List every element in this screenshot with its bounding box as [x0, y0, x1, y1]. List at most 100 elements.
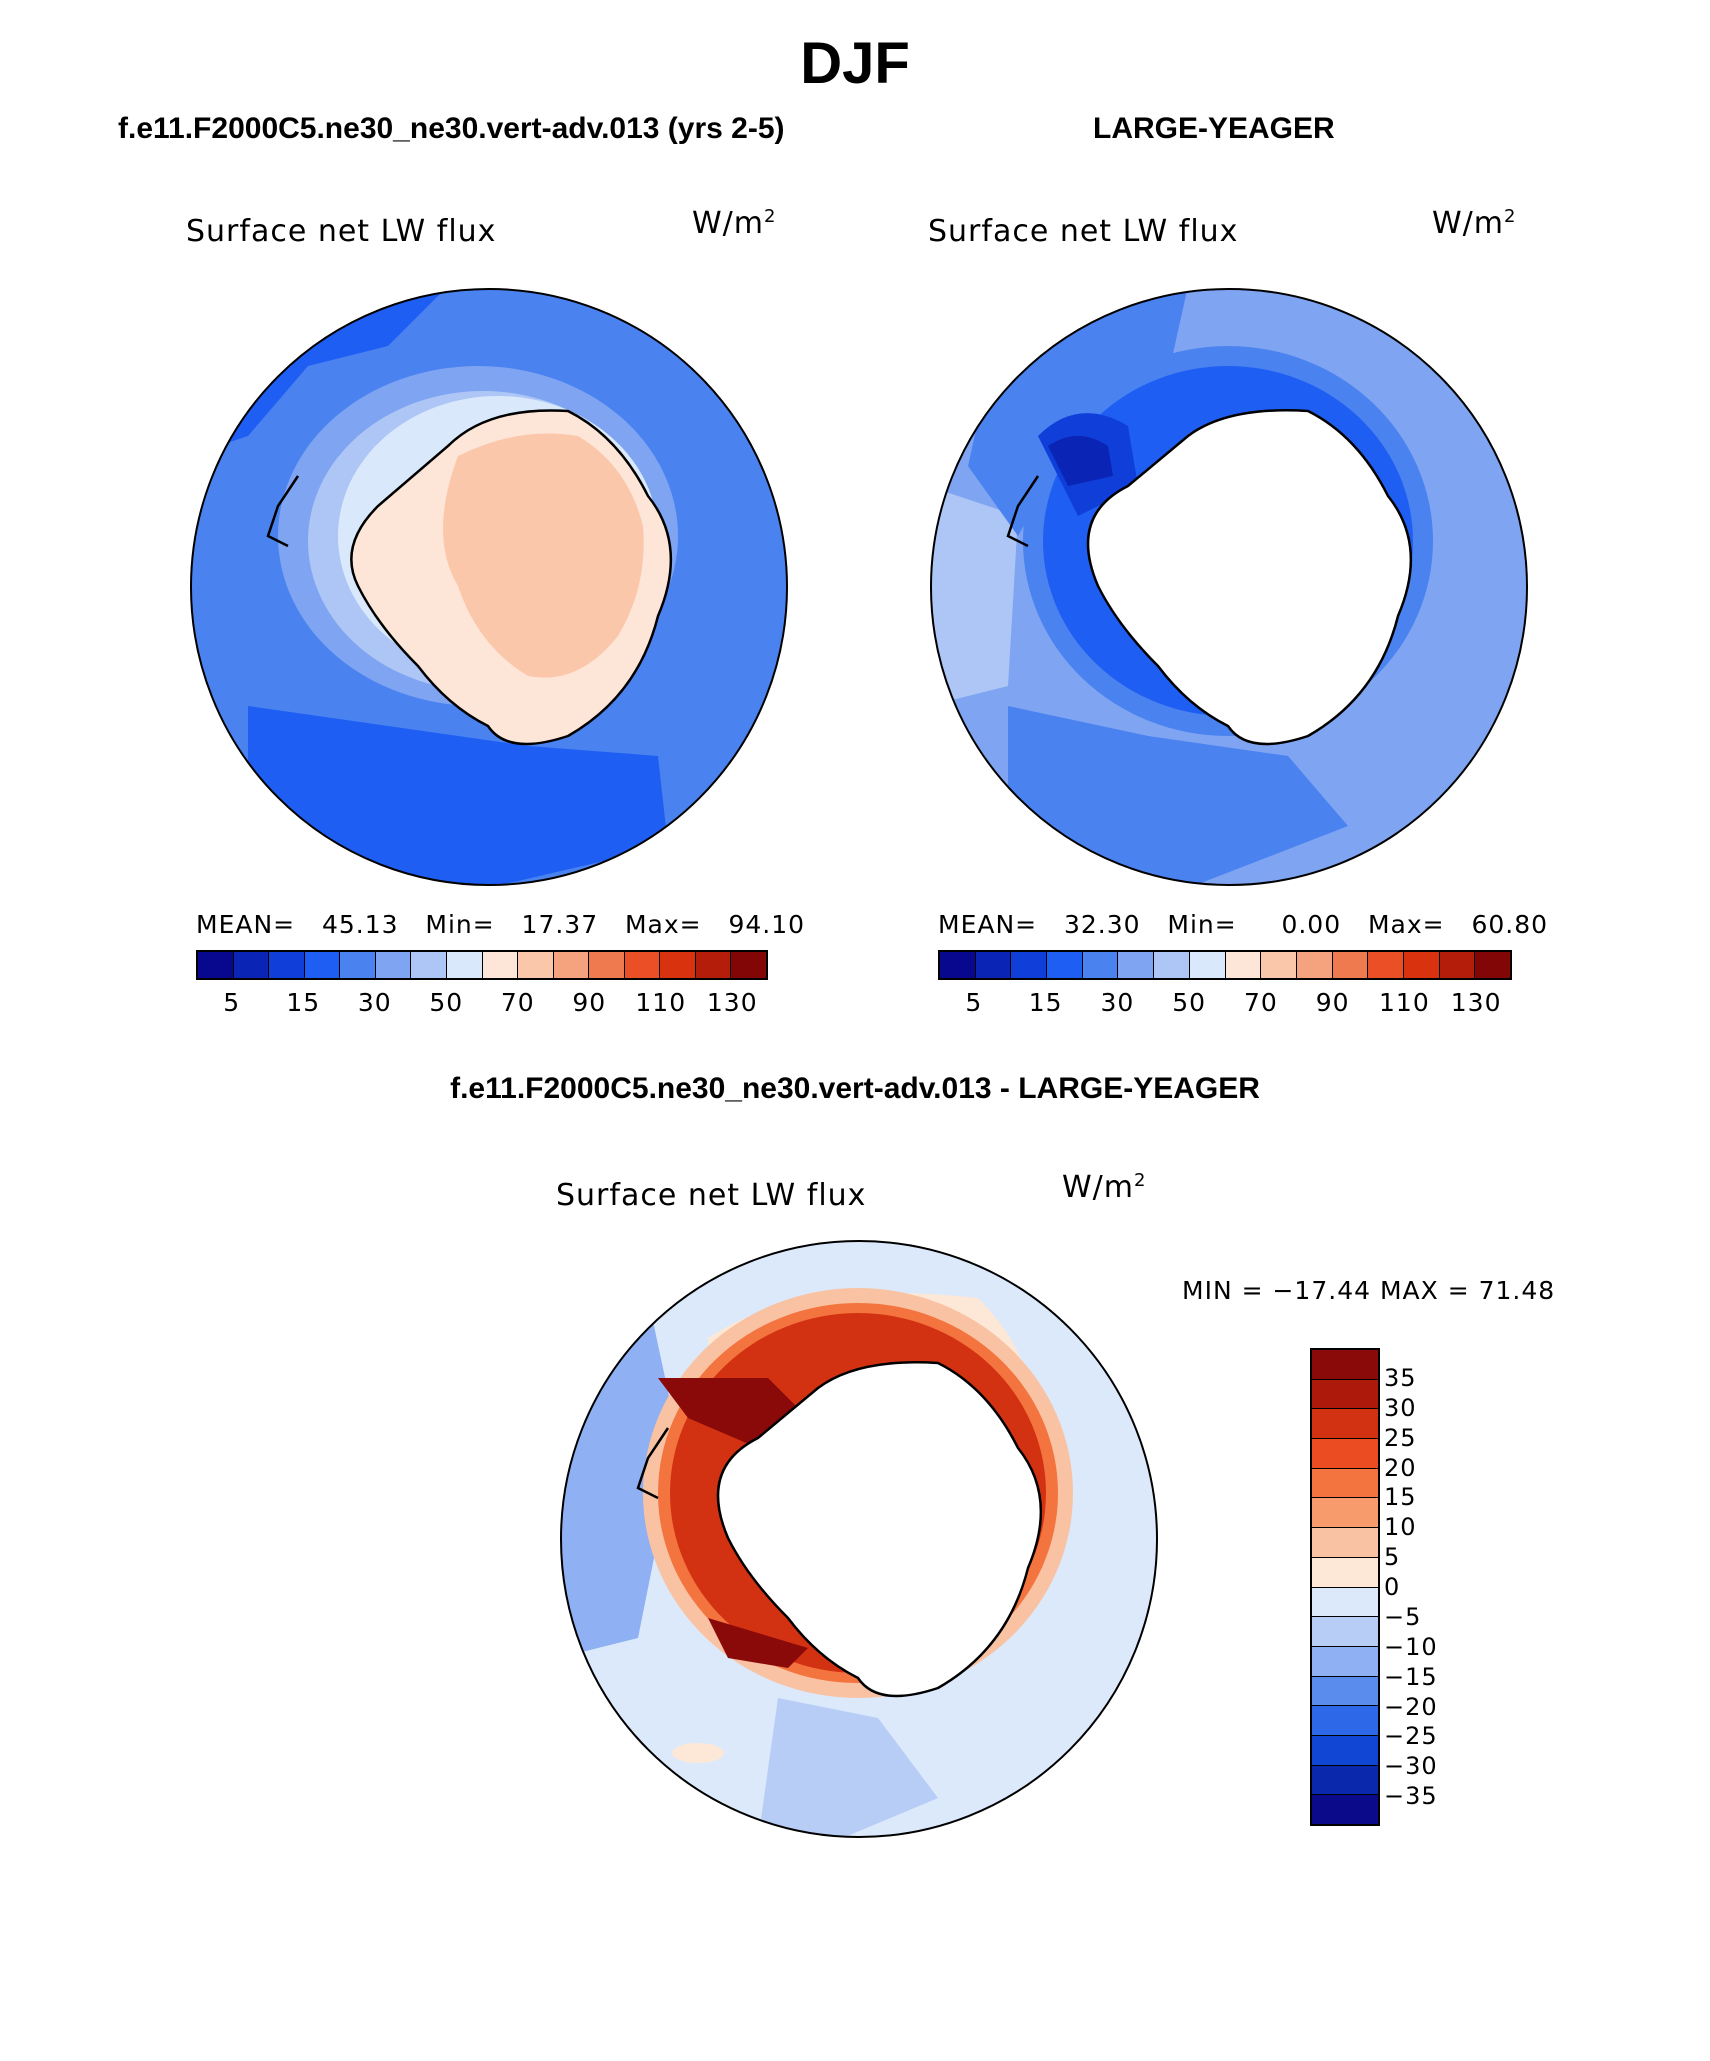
colorbar-swatch: [1011, 952, 1048, 978]
difference-colorbar: [1310, 1348, 1380, 1826]
colorbar-swatch: [1368, 952, 1404, 978]
right-map: [930, 288, 1528, 886]
colorbar-swatch: [1312, 1557, 1378, 1588]
colorbar-tick-label: 5: [223, 988, 241, 1017]
colorbar-swatch: [1312, 1735, 1378, 1766]
colorbar-swatch: [1312, 1706, 1378, 1736]
colorbar-tick-label: 35: [1384, 1363, 1417, 1392]
colorbar-swatch: [1312, 1439, 1378, 1469]
colorbar-swatch: [695, 952, 732, 978]
colorbar-swatch: [1312, 1528, 1378, 1558]
colorbar-swatch: [233, 952, 270, 978]
colorbar-swatch: [1312, 1676, 1378, 1707]
colorbar-swatch: [1189, 952, 1226, 978]
colorbar-tick-label: 110: [1379, 988, 1430, 1017]
colorbar-swatch: [1332, 952, 1369, 978]
case-title-right: LARGE-YEAGER: [1093, 112, 1335, 145]
colorbar-swatch: [1312, 1795, 1378, 1824]
colorbar-tick-label: 110: [635, 988, 687, 1017]
colorbar-tick-label: −35: [1384, 1782, 1438, 1811]
colorbar-tick-label: 0: [1384, 1573, 1401, 1601]
difference-map: [560, 1240, 1158, 1838]
colorbar-tick-label: 30: [357, 988, 392, 1017]
colorbar-tick-label: 30: [1384, 1393, 1417, 1422]
colorbar-swatch: [624, 952, 661, 978]
left-panel-units: W/m2: [692, 206, 777, 241]
diff-panel-units: W/m2: [1062, 1170, 1147, 1205]
colorbar-swatch: [1475, 952, 1510, 978]
colorbar-swatch: [1403, 952, 1440, 978]
colorbar-tick-label: 5: [965, 988, 983, 1017]
colorbar-swatch: [1312, 1617, 1378, 1647]
colorbar-swatch: [1296, 952, 1333, 978]
colorbar-tick-label: 10: [1384, 1513, 1417, 1542]
colorbar-swatch: [269, 952, 305, 978]
colorbar-swatch: [589, 952, 625, 978]
colorbar-tick-label: 30: [1100, 988, 1135, 1017]
right-colorbar: [938, 950, 1512, 980]
difference-title: f.e11.F2000C5.ne30_ne30.vert-adv.013 - L…: [450, 1072, 1260, 1105]
colorbar-swatch: [1047, 952, 1083, 978]
colorbar-swatch: [1154, 952, 1190, 978]
colorbar-swatch: [1312, 1379, 1378, 1410]
colorbar-tick-label: −25: [1384, 1722, 1438, 1751]
main-title: DJF: [800, 31, 910, 96]
colorbar-swatch: [1118, 952, 1155, 978]
colorbar-swatch: [660, 952, 696, 978]
colorbar-tick-label: 5: [1384, 1543, 1401, 1572]
colorbar-swatch: [446, 952, 483, 978]
colorbar-tick-label: 90: [572, 988, 607, 1017]
right-colorbar-ticks: 5 15 30 50 70 90 110 130: [938, 988, 1512, 1020]
colorbar-swatch: [975, 952, 1012, 978]
colorbar-swatch: [1312, 1468, 1378, 1499]
colorbar-swatch: [482, 952, 519, 978]
colorbar-swatch: [411, 952, 447, 978]
colorbar-swatch: [518, 952, 554, 978]
colorbar-tick-label: 20: [1384, 1453, 1417, 1482]
colorbar-tick-label: −15: [1384, 1662, 1438, 1691]
diff-panel-variable: Surface net LW flux: [556, 1178, 867, 1213]
colorbar-tick-label: −10: [1384, 1632, 1438, 1661]
case-title-left: f.e11.F2000C5.ne30_ne30.vert-adv.013 (yr…: [118, 112, 785, 145]
colorbar-swatch: [731, 952, 766, 978]
colorbar-swatch: [375, 952, 412, 978]
colorbar-swatch: [198, 952, 234, 978]
colorbar-tick-label: 15: [286, 988, 321, 1017]
colorbar-tick-label: 130: [1450, 988, 1502, 1017]
right-panel-units: W/m2: [1432, 206, 1517, 241]
right-stats: MEAN= 32.30 Min= 0.00 Max= 60.80: [938, 910, 1549, 939]
colorbar-tick-label: 90: [1315, 988, 1350, 1017]
colorbar-tick-label: −30: [1384, 1752, 1438, 1781]
colorbar-tick-label: 15: [1384, 1483, 1417, 1512]
colorbar-swatch: [553, 952, 590, 978]
colorbar-swatch: [1312, 1587, 1378, 1618]
colorbar-swatch: [1082, 952, 1119, 978]
colorbar-swatch: [340, 952, 376, 978]
colorbar-tick-label: 25: [1384, 1423, 1417, 1452]
colorbar-tick-label: 70: [1243, 988, 1278, 1017]
colorbar-swatch: [1312, 1765, 1378, 1796]
left-colorbar: [196, 950, 768, 980]
difference-colorbar-ticks: 35 30 25 20 15 10 5 0 −5 −10 −15 −20 −25 −30 −35: [1384, 1348, 1504, 1826]
left-panel-variable: Surface net LW flux: [186, 214, 497, 249]
colorbar-swatch: [1312, 1646, 1378, 1677]
colorbar-swatch: [1439, 952, 1476, 978]
colorbar-tick-label: 70: [500, 988, 535, 1017]
colorbar-tick-label: −5: [1384, 1602, 1422, 1631]
colorbar-tick-label: 50: [1172, 988, 1207, 1017]
colorbar-swatch: [1312, 1409, 1378, 1440]
colorbar-swatch: [940, 952, 976, 978]
colorbar-swatch: [1312, 1350, 1378, 1380]
left-stats: MEAN= 45.13 Min= 17.37 Max= 94.10: [196, 910, 806, 939]
left-colorbar-ticks: 5 15 30 50 70 90 110 130: [196, 988, 768, 1020]
colorbar-tick-label: 50: [429, 988, 464, 1017]
left-map: [190, 288, 788, 886]
right-panel-variable: Surface net LW flux: [928, 214, 1239, 249]
colorbar-tick-label: 15: [1028, 988, 1063, 1017]
diff-minmax: MIN = −17.44 MAX = 71.48: [1182, 1276, 1556, 1305]
colorbar-swatch: [1312, 1498, 1378, 1529]
colorbar-swatch: [304, 952, 341, 978]
colorbar-tick-label: −20: [1384, 1692, 1438, 1721]
colorbar-swatch: [1225, 952, 1262, 978]
colorbar-swatch: [1261, 952, 1297, 978]
